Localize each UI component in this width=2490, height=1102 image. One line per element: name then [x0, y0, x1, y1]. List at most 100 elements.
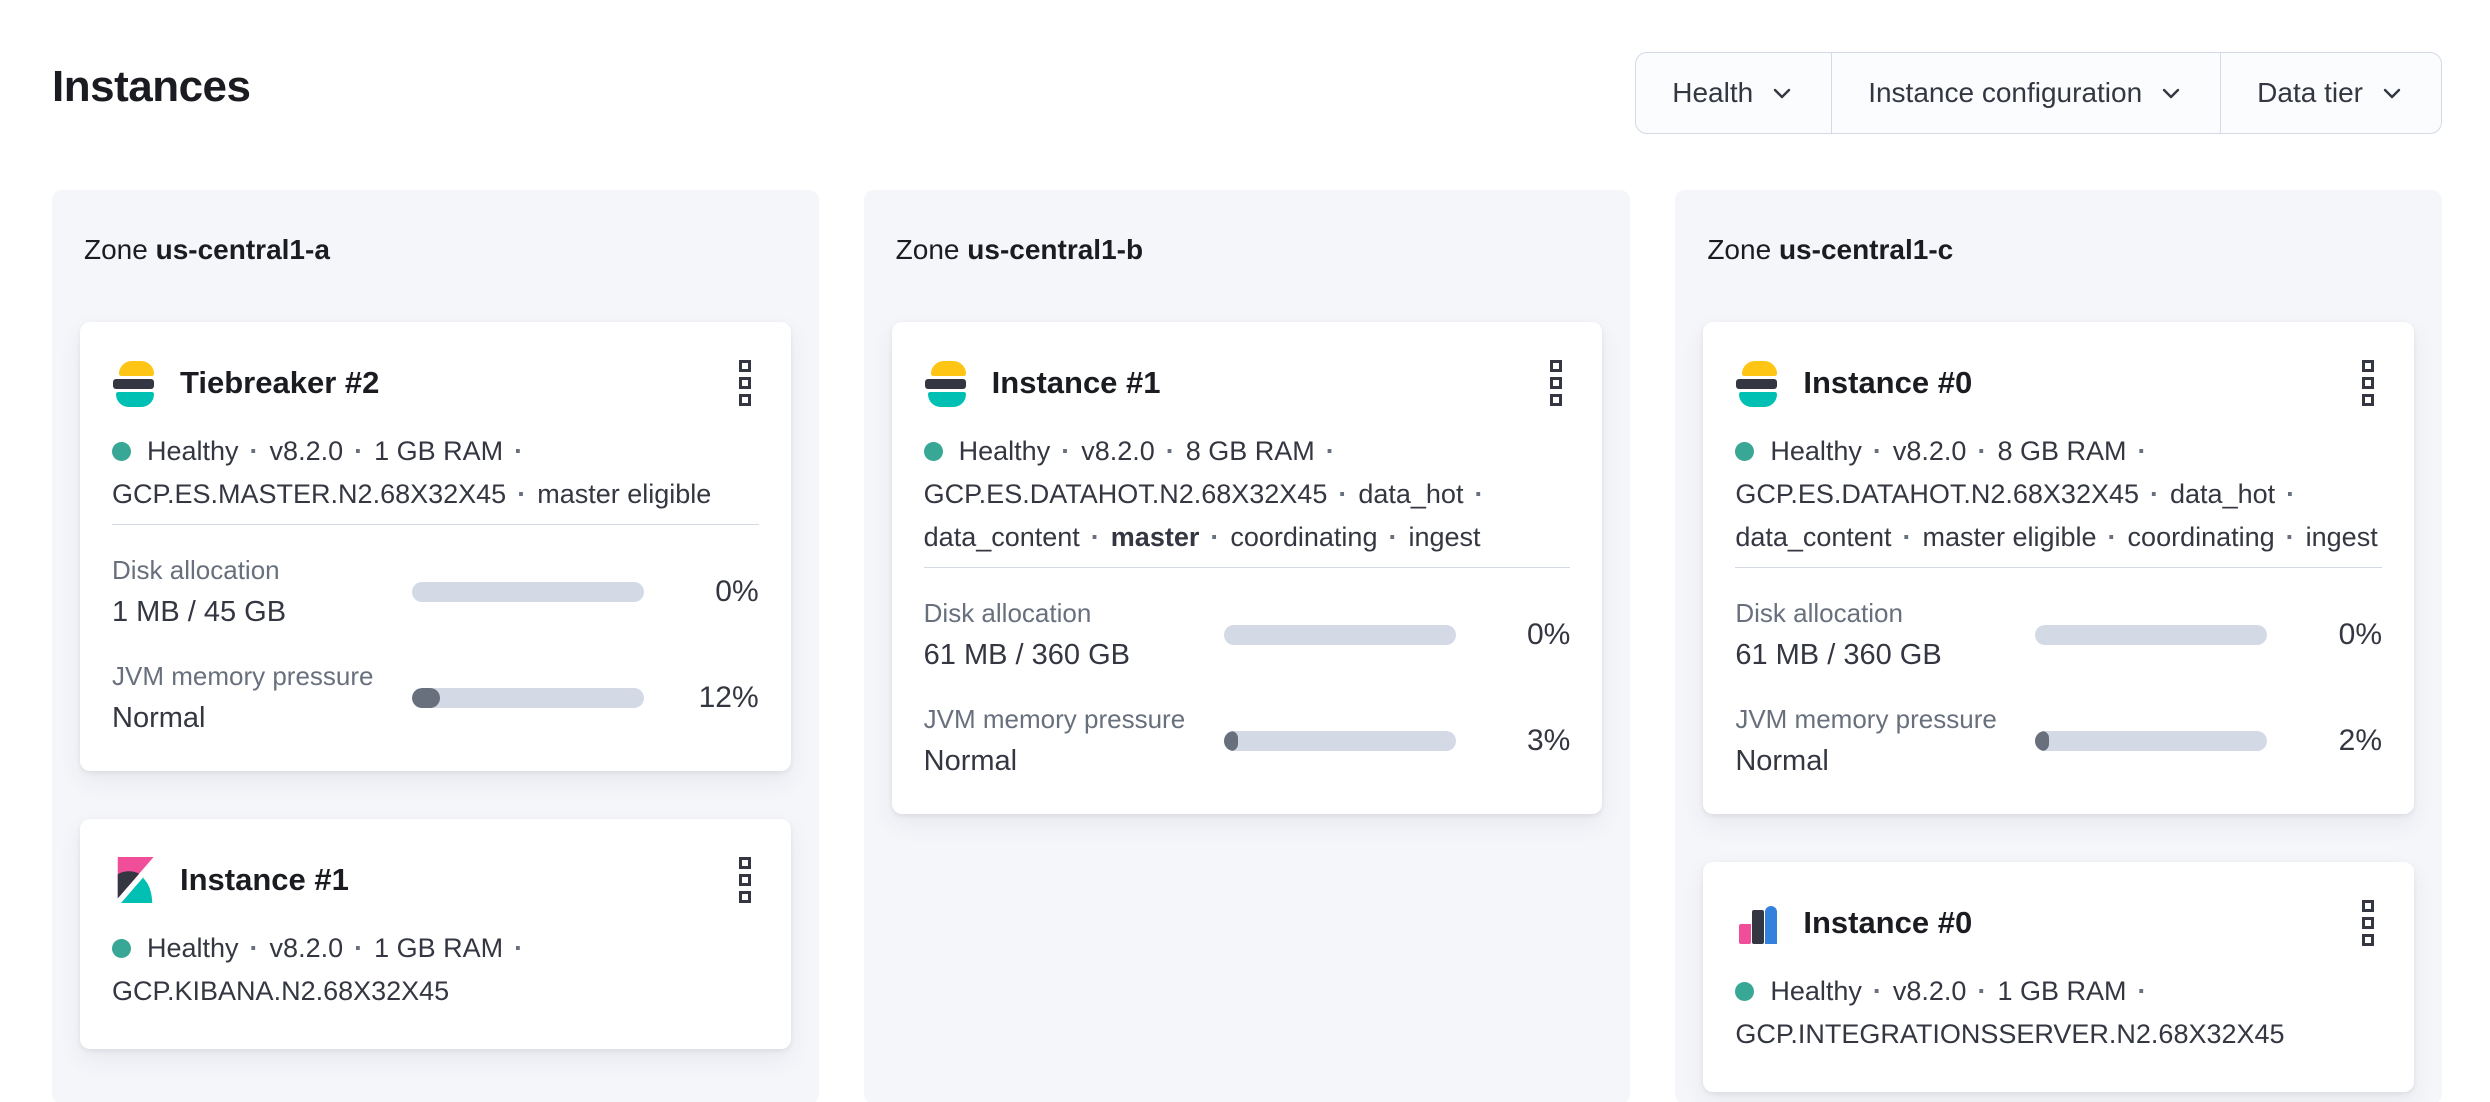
boxes-vertical-icon: [1550, 377, 1563, 389]
instance-metrics: Disk allocation 61 MB / 360 GB 0% JVM memor…: [1735, 598, 2382, 778]
status-segment: 1 GB RAM: [374, 436, 504, 466]
progress-bar: [2035, 625, 2268, 645]
zone-panel: Zone us-central1-b Instance #1 Healthy · v8.…: [863, 190, 1631, 1102]
instance-status: Healthy · v8.2.0 · 1 GB RAM · GCP.ES.MASTER.N2…: [112, 430, 759, 516]
status-segment: GCP.ES.DATAHOT.N2.68X32X45: [923, 479, 1328, 509]
status-segment: 8 GB RAM: [1185, 436, 1315, 466]
status-segment: data_hot: [1358, 479, 1464, 509]
status-line: GCP.KIBANA.N2.68X32X45: [112, 970, 759, 1013]
zone-heading: Zone us-central1-c: [1707, 234, 2414, 266]
status-segment: GCP.INTEGRATIONSSERVER.N2.68X32X45: [1735, 1019, 2285, 1049]
instance-title: Tiebreaker #2: [180, 365, 380, 400]
status-segment: data_content: [923, 522, 1080, 552]
instance-card-header: Instance #0: [1735, 896, 2382, 950]
status-segment: v8.2.0: [1892, 976, 1967, 1006]
status-segment: coordinating: [1230, 522, 1378, 552]
metric-text: JVM memory pressure Normal: [1735, 704, 2035, 778]
instance-card: Tiebreaker #2 Healthy · v8.2.0 · 1 GB RAM · GCP…: [80, 322, 791, 771]
progress-bar: [412, 582, 644, 602]
status-segment: ingest: [1408, 522, 1481, 552]
dot-separator: ·: [249, 436, 259, 466]
metric-label: JVM memory pressure: [923, 704, 1186, 734]
dot-separator: ·: [1977, 976, 1987, 1006]
dot-separator: ·: [1388, 522, 1398, 552]
status-segment: data_hot: [2170, 479, 2276, 509]
filter-health-button[interactable]: Health: [1636, 53, 1833, 133]
status-line: GCP.ES.DATAHOT.N2.68X32X45 · data_hot ·: [1735, 473, 2382, 516]
metric-row: JVM memory pressure Normal 3%: [924, 704, 1571, 778]
boxes-vertical-icon: [2362, 360, 2374, 372]
instance-card-header: Tiebreaker #2: [112, 356, 759, 410]
metric-row: Disk allocation 61 MB / 360 GB 0%: [924, 598, 1571, 672]
zone-name: us-central1-b: [967, 234, 1144, 265]
instance-title: Instance #0: [1803, 365, 1973, 400]
health-dot-icon: [112, 939, 131, 958]
progress-bar: [1223, 625, 1456, 645]
metric-percent: 0%: [2338, 618, 2382, 651]
instance-menu-button[interactable]: [733, 356, 757, 410]
instance-card-header: Instance #1: [924, 356, 1571, 410]
filter-data-tier-button[interactable]: Data tier: [2221, 53, 2441, 133]
boxes-vertical-icon: [2362, 394, 2374, 406]
elasticsearch-logo-icon: [112, 360, 158, 407]
dot-separator: ·: [354, 933, 364, 963]
page-header: Instances Health Instance configuration …: [0, 0, 2490, 134]
boxes-vertical-icon: [738, 891, 751, 903]
instance-menu-button[interactable]: [2356, 896, 2380, 950]
status-segment: master eligible: [537, 479, 712, 509]
card-divider: [923, 567, 1571, 568]
instance-menu-button[interactable]: [2356, 356, 2380, 410]
status-line: Healthy · v8.2.0 · 1 GB RAM ·: [112, 927, 759, 970]
instance-status: Healthy · v8.2.0 · 8 GB RAM · GCP.ES.DATAHOT.N…: [1735, 430, 2382, 559]
metric-percent: 12%: [698, 681, 759, 714]
dot-separator: ·: [2285, 522, 2295, 552]
zone-heading-prefix: Zone: [84, 234, 156, 265]
status-segment: 8 GB RAM: [1997, 436, 2127, 466]
filter-health-label: Health: [1672, 77, 1754, 108]
dot-separator: ·: [2150, 479, 2160, 509]
status-segment: Healthy: [147, 436, 239, 466]
dot-separator: ·: [1902, 522, 1912, 552]
filter-instance-configuration-button[interactable]: Instance configuration: [1832, 53, 2222, 133]
status-segment: GCP.KIBANA.N2.68X32X45: [112, 976, 450, 1006]
status-segment: v8.2.0: [269, 933, 344, 963]
metric-text: JVM memory pressure Normal: [112, 661, 412, 735]
instance-menu-button[interactable]: [733, 853, 757, 907]
metric-text: Disk allocation 61 MB / 360 GB: [1735, 598, 2035, 672]
status-segment: v8.2.0: [269, 436, 344, 466]
zone-name: us-central1-c: [1778, 234, 1954, 265]
status-segment: master: [1110, 522, 1200, 552]
dot-separator: ·: [354, 436, 364, 466]
status-segment: GCP.ES.MASTER.N2.68X32X45: [112, 479, 507, 509]
boxes-vertical-icon: [738, 377, 751, 389]
status-line: GCP.ES.DATAHOT.N2.68X32X45 · data_hot ·: [924, 473, 1571, 516]
chevron-down-icon: [1774, 88, 1791, 99]
status-segment: 1 GB RAM: [1997, 976, 2127, 1006]
boxes-vertical-icon: [738, 360, 751, 372]
page-title: Instances: [52, 62, 251, 111]
zones-grid: Zone us-central1-a Tiebreaker #2 Healthy · v…: [52, 190, 2442, 1102]
instance-menu-button[interactable]: [1544, 356, 1568, 410]
metric-percent: 0%: [715, 575, 759, 608]
metric-text: Disk allocation 61 MB / 360 GB: [924, 598, 1224, 672]
metric-row: JVM memory pressure Normal 2%: [1735, 704, 2382, 778]
progress-bar: [412, 688, 644, 708]
dot-separator: ·: [1474, 479, 1484, 509]
metric-label: JVM memory pressure: [1735, 704, 1997, 734]
dot-separator: ·: [514, 933, 524, 963]
zone-card-list: Tiebreaker #2 Healthy · v8.2.0 · 1 GB RAM · GCP…: [80, 322, 791, 1049]
instance-title: Instance #1: [180, 862, 349, 897]
status-segment: v8.2.0: [1892, 436, 1967, 466]
health-dot-icon: [112, 442, 131, 461]
status-segment: master eligible: [1922, 522, 2097, 552]
status-segment: Healthy: [1770, 436, 1862, 466]
dot-separator: ·: [1090, 522, 1100, 552]
progress-bar-fill: [2035, 731, 2050, 751]
dot-separator: ·: [1977, 436, 1987, 466]
metric-value: 61 MB / 360 GB: [923, 639, 1130, 671]
metric-label: Disk allocation: [923, 598, 1092, 628]
filter-instance-configuration-label: Instance configuration: [1868, 77, 2143, 108]
dot-separator: ·: [2286, 479, 2296, 509]
dot-separator: ·: [1325, 436, 1335, 466]
zone-heading-prefix: Zone: [895, 234, 968, 265]
